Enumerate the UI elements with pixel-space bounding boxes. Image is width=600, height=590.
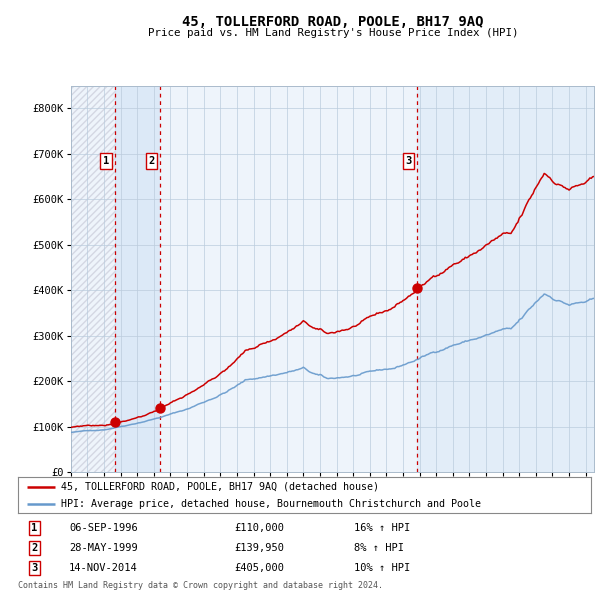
Text: 45, TOLLERFORD ROAD, POOLE, BH17 9AQ: 45, TOLLERFORD ROAD, POOLE, BH17 9AQ xyxy=(182,15,484,29)
Bar xyxy=(115,86,160,472)
Text: £405,000: £405,000 xyxy=(234,563,284,573)
Text: 1: 1 xyxy=(103,156,109,166)
Text: 45, TOLLERFORD ROAD, POOLE, BH17 9AQ (detached house): 45, TOLLERFORD ROAD, POOLE, BH17 9AQ (de… xyxy=(61,482,379,492)
Text: £110,000: £110,000 xyxy=(234,523,284,533)
Text: 1: 1 xyxy=(31,523,37,533)
Text: 3: 3 xyxy=(405,156,412,166)
Bar xyxy=(418,86,594,472)
Text: 2: 2 xyxy=(31,543,37,553)
Text: 8% ↑ HPI: 8% ↑ HPI xyxy=(354,543,404,553)
Text: 06-SEP-1996: 06-SEP-1996 xyxy=(69,523,138,533)
Text: 14-NOV-2014: 14-NOV-2014 xyxy=(69,563,138,573)
Text: 3: 3 xyxy=(31,563,37,573)
Text: HPI: Average price, detached house, Bournemouth Christchurch and Poole: HPI: Average price, detached house, Bour… xyxy=(61,499,481,509)
Text: 16% ↑ HPI: 16% ↑ HPI xyxy=(354,523,410,533)
Text: 28-MAY-1999: 28-MAY-1999 xyxy=(69,543,138,553)
Text: Price paid vs. HM Land Registry's House Price Index (HPI): Price paid vs. HM Land Registry's House … xyxy=(148,28,518,38)
Text: £139,950: £139,950 xyxy=(234,543,284,553)
Text: Contains HM Land Registry data © Crown copyright and database right 2024.: Contains HM Land Registry data © Crown c… xyxy=(18,581,383,590)
Text: 2: 2 xyxy=(148,156,154,166)
Bar xyxy=(71,86,115,472)
Text: 10% ↑ HPI: 10% ↑ HPI xyxy=(354,563,410,573)
